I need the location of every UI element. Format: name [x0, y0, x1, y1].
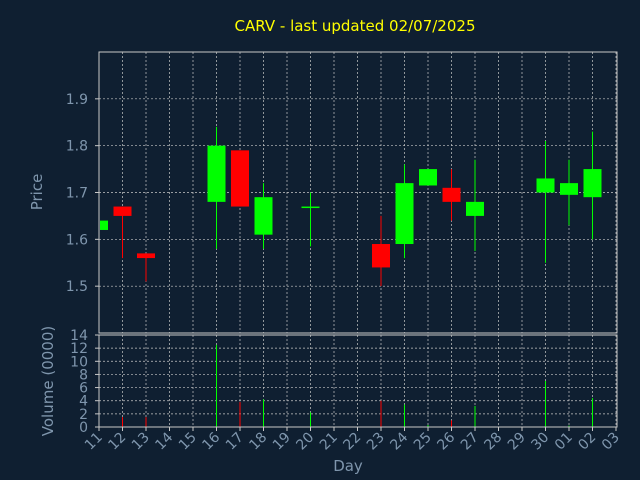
candle-body [100, 220, 108, 230]
candle-11 [98, 220, 108, 230]
candle-body [113, 206, 132, 216]
price-y-tick-label: 1.9 [66, 92, 88, 108]
candle-02 [583, 131, 602, 240]
candle-24 [395, 164, 414, 259]
candle-23 [372, 215, 390, 287]
candle-body [231, 150, 249, 207]
price-y-tick-label: 1.7 [66, 186, 88, 202]
price-axis-label: Price [28, 174, 46, 211]
candle-17 [231, 150, 249, 207]
candle-16 [207, 126, 226, 249]
candle-18 [254, 183, 273, 249]
candle-body [207, 145, 226, 202]
volume-y-tick-label: 10 [70, 354, 88, 370]
volume-y-tick-label: 0 [79, 420, 88, 436]
candle-body [301, 206, 320, 209]
price-y-tick-label: 1.6 [66, 232, 88, 248]
candle-27 [466, 159, 484, 252]
price-y-tick-label: 1.8 [66, 139, 88, 155]
candle-20 [301, 192, 320, 247]
volume-y-tick-label: 8 [79, 367, 88, 383]
candle-01 [560, 159, 578, 226]
candle-body [442, 187, 461, 202]
candle-body [395, 183, 414, 245]
candle-body [419, 169, 437, 186]
candle-body [560, 183, 578, 195]
price-candles [98, 126, 602, 287]
volume-y-tick-label: 2 [79, 407, 88, 423]
candle-body [372, 244, 390, 268]
volume-bars [98, 344, 593, 427]
volume-y-tick-label: 12 [70, 341, 88, 357]
candle-body [137, 253, 155, 259]
price-y-tick-label: 1.5 [66, 279, 88, 295]
volume-y-tick-label: 4 [79, 394, 88, 410]
price-y-ticks: 1.5 1.6 1.7 1.8 1.9 [66, 92, 99, 295]
volume-y-tick-label: 14 [70, 328, 88, 344]
candle-body [254, 197, 273, 235]
candle-26 [442, 169, 461, 221]
candle-12 [113, 206, 132, 259]
x-ticks: 11 12 13 14 15 16 17 18 19 20 21 22 23 24 25 26 27 28 29 30… [82, 427, 623, 453]
volume-y-tick-label: 6 [79, 381, 88, 397]
candle-13 [137, 253, 155, 282]
candle-body [466, 201, 484, 216]
volume-axis-label: Volume (0000) [39, 326, 57, 436]
candle-25 [419, 169, 437, 186]
candle-body [583, 169, 602, 198]
x-axis-label: Day [333, 457, 363, 475]
candle-30 [536, 140, 555, 263]
chart-title: CARV - last updated 02/07/2025 [235, 17, 476, 35]
candle-body [536, 178, 555, 193]
